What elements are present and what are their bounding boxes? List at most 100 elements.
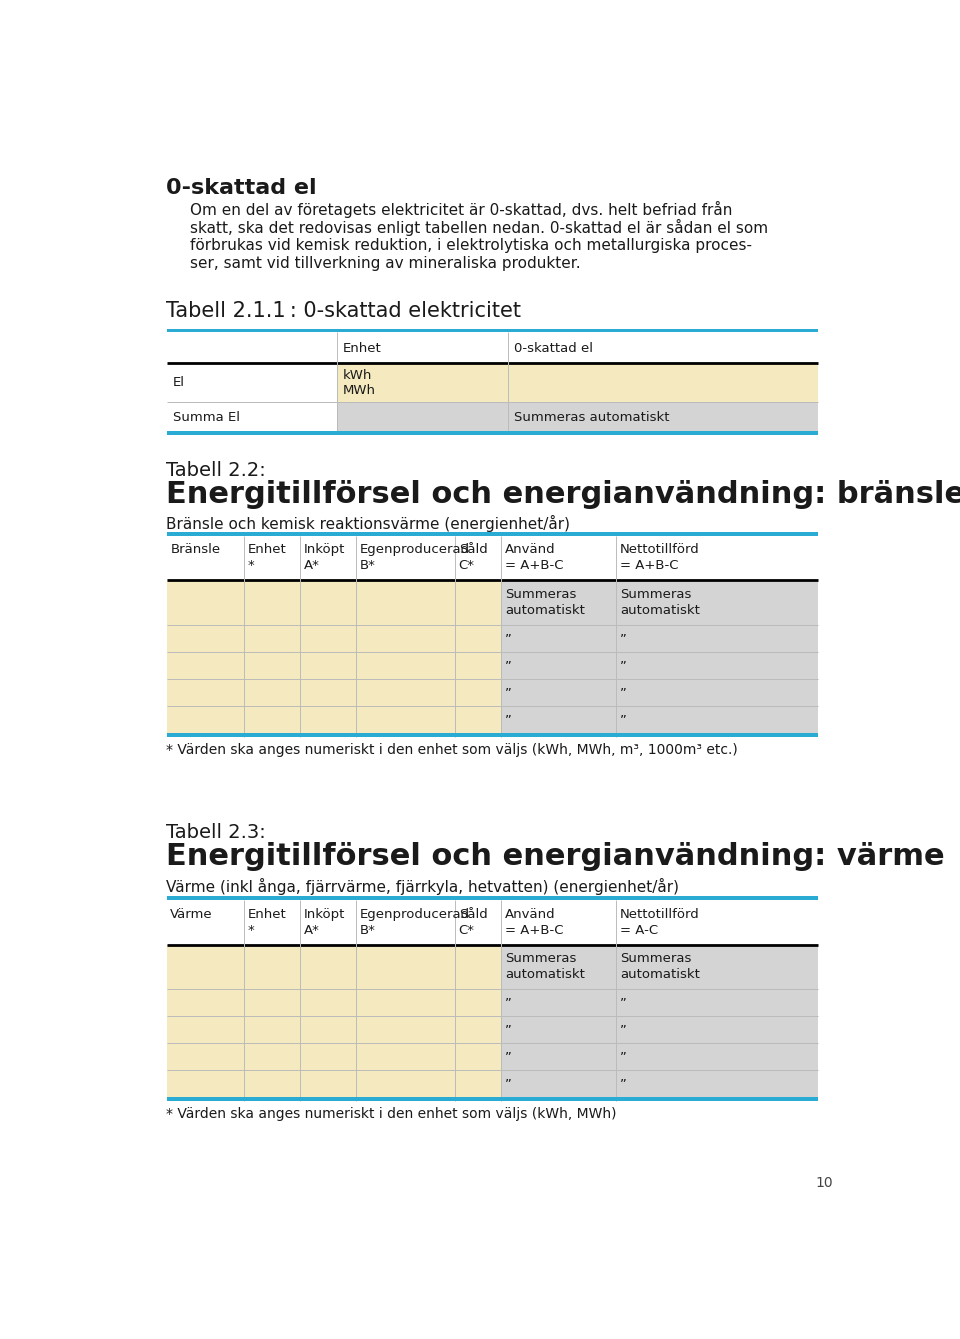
Bar xyxy=(455,652,501,679)
Bar xyxy=(455,1070,501,1097)
Bar xyxy=(166,1043,244,1070)
Bar xyxy=(501,625,616,652)
Text: * Värden ska anges numeriskt i den enhet som väljs (kWh, MWh): * Värden ska anges numeriskt i den enhet… xyxy=(166,1107,617,1121)
Bar xyxy=(244,706,300,732)
Bar xyxy=(616,944,818,990)
Text: Tabell 2.2:: Tabell 2.2: xyxy=(166,461,266,479)
Text: ”: ” xyxy=(505,714,512,727)
Bar xyxy=(166,328,818,332)
Text: ”: ” xyxy=(505,1051,512,1063)
Text: kWh: kWh xyxy=(344,370,372,383)
Text: MWh: MWh xyxy=(344,384,376,396)
Bar xyxy=(244,625,300,652)
Text: ”: ” xyxy=(505,660,512,672)
Text: ”: ” xyxy=(620,633,627,645)
Bar xyxy=(244,679,300,706)
Bar xyxy=(337,402,508,431)
Bar xyxy=(501,990,616,1016)
Text: Värme: Värme xyxy=(170,908,213,921)
Bar xyxy=(616,652,818,679)
Bar xyxy=(616,1016,818,1043)
Bar xyxy=(616,1070,818,1097)
Bar xyxy=(244,990,300,1016)
Text: ”: ” xyxy=(505,998,512,1010)
Text: ”: ” xyxy=(505,1078,512,1091)
Bar xyxy=(616,625,818,652)
Text: Inköpt
A*: Inköpt A* xyxy=(303,908,345,936)
Text: ”: ” xyxy=(620,1078,627,1091)
Bar xyxy=(355,944,455,990)
Bar xyxy=(455,580,501,625)
Bar xyxy=(508,402,818,431)
Bar xyxy=(166,431,818,435)
Bar xyxy=(300,944,355,990)
Bar xyxy=(166,944,244,990)
Text: ”: ” xyxy=(505,1024,512,1036)
Text: * Värden ska anges numeriskt i den enhet som väljs (kWh, MWh, m³, 1000m³ etc.): * Värden ska anges numeriskt i den enhet… xyxy=(166,743,738,757)
Text: Bränsle: Bränsle xyxy=(170,544,221,557)
Text: 0-skattad el: 0-skattad el xyxy=(514,341,592,355)
Bar xyxy=(166,363,337,402)
Bar xyxy=(244,580,300,625)
Text: förbrukas vid kemisk reduktion, i elektrolytiska och metallurgiska proces-: förbrukas vid kemisk reduktion, i elektr… xyxy=(190,238,752,253)
Text: Såld
C*: Såld C* xyxy=(459,544,488,572)
Bar xyxy=(166,332,818,363)
Text: skatt, ska det redovisas enligt tabellen nedan. 0-skattad el är sådan el som: skatt, ska det redovisas enligt tabellen… xyxy=(190,220,768,236)
Bar xyxy=(355,990,455,1016)
Bar xyxy=(501,580,616,625)
Text: Värme (inkl ånga, fjärrvärme, fjärrkyla, hetvatten) (energienhet/år): Värme (inkl ånga, fjärrvärme, fjärrkyla,… xyxy=(166,878,680,896)
Text: Nettotillförd
= A+B-C: Nettotillförd = A+B-C xyxy=(620,544,700,572)
Bar xyxy=(355,625,455,652)
Text: Nettotillförd
= A-C: Nettotillförd = A-C xyxy=(620,908,700,936)
Text: Summeras
automatiskt: Summeras automatiskt xyxy=(505,588,585,617)
Text: Inköpt
A*: Inköpt A* xyxy=(303,544,345,572)
Bar xyxy=(337,363,508,402)
Text: Summa El: Summa El xyxy=(173,411,240,424)
Bar xyxy=(501,652,616,679)
Bar xyxy=(166,1070,244,1097)
Text: ”: ” xyxy=(620,687,627,699)
Text: Om en del av företagets elektricitet är 0-skattad, dvs. helt befriad från: Om en del av företagets elektricitet är … xyxy=(190,201,732,218)
Bar xyxy=(616,990,818,1016)
Bar xyxy=(355,652,455,679)
Text: Använd
= A+B-C: Använd = A+B-C xyxy=(505,908,564,936)
Bar xyxy=(166,532,818,536)
Bar xyxy=(300,625,355,652)
Bar xyxy=(244,1070,300,1097)
Bar xyxy=(300,679,355,706)
Bar xyxy=(501,944,616,990)
Bar xyxy=(166,1016,244,1043)
Text: ser, samt vid tillverkning av mineraliska produkter.: ser, samt vid tillverkning av mineralisk… xyxy=(190,256,581,272)
Bar xyxy=(355,1070,455,1097)
Bar xyxy=(166,896,818,900)
Bar xyxy=(455,706,501,732)
Bar xyxy=(355,1043,455,1070)
Bar xyxy=(244,944,300,990)
Text: ”: ” xyxy=(620,1024,627,1036)
Bar xyxy=(244,1016,300,1043)
Text: Energitillförsel och energianvändning: värme: Energitillförsel och energianvändning: v… xyxy=(166,842,946,872)
Bar xyxy=(616,1043,818,1070)
Bar xyxy=(501,1043,616,1070)
Bar xyxy=(455,1043,501,1070)
Bar xyxy=(166,732,818,736)
Text: Tabell 2.1.1 : 0-skattad elektricitet: Tabell 2.1.1 : 0-skattad elektricitet xyxy=(166,301,521,321)
Text: Såld
C*: Såld C* xyxy=(459,908,488,936)
Text: ”: ” xyxy=(505,687,512,699)
Bar xyxy=(455,944,501,990)
Text: Summeras
automatiskt: Summeras automatiskt xyxy=(505,952,585,981)
Bar xyxy=(166,1097,818,1101)
Bar xyxy=(300,1016,355,1043)
Bar xyxy=(166,625,244,652)
Bar xyxy=(300,580,355,625)
Bar xyxy=(166,536,818,580)
Text: Summeras automatiskt: Summeras automatiskt xyxy=(514,411,669,424)
Bar xyxy=(355,679,455,706)
Text: ”: ” xyxy=(620,998,627,1010)
Text: Energitillförsel och energianvändning: bränsle: Energitillförsel och energianvändning: b… xyxy=(166,481,960,509)
Bar xyxy=(501,1016,616,1043)
Bar xyxy=(166,652,244,679)
Bar xyxy=(616,580,818,625)
Bar xyxy=(166,706,244,732)
Bar xyxy=(300,652,355,679)
